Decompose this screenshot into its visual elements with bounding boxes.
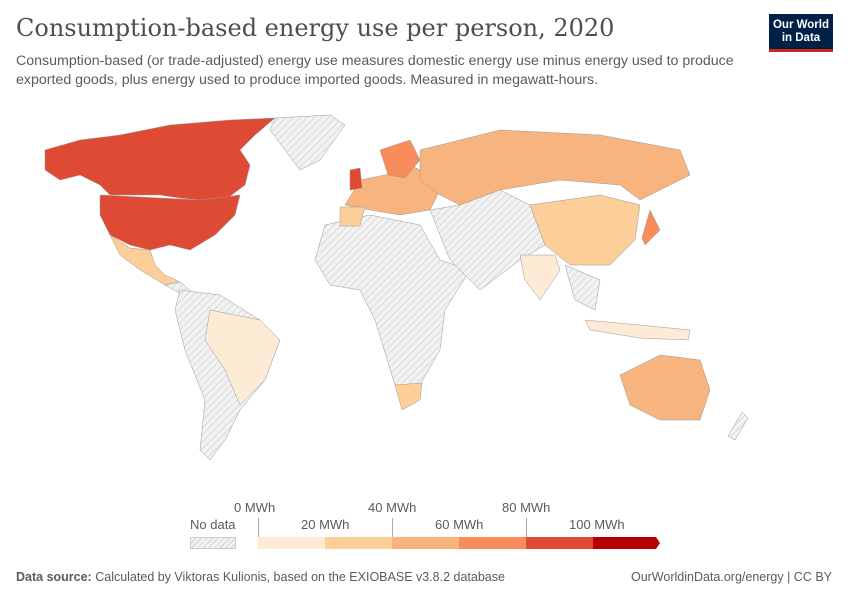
country-uk[interactable] — [349, 167, 363, 191]
legend-tick — [392, 518, 393, 537]
legend-tick-label: 100 MWh — [569, 517, 625, 532]
legend-tick — [258, 518, 259, 537]
legend-no-data-swatch — [190, 537, 236, 549]
source-label: Data source: — [16, 570, 92, 584]
legend-tick-label: 80 MWh — [502, 500, 551, 515]
owid-logo[interactable]: Our World in Data — [769, 14, 833, 52]
country-mexico[interactable] — [109, 234, 181, 286]
country-se-asia[interactable] — [564, 264, 601, 311]
subtitle: Consumption-based (or trade-adjusted) en… — [16, 53, 734, 88]
legend-tick — [526, 518, 527, 537]
footer-right: OurWorldinData.org/energy | CC BY — [631, 570, 832, 584]
world-map[interactable] — [0, 110, 850, 500]
legend-bin-0 — [258, 537, 325, 549]
legend-bin-5 — [593, 537, 660, 549]
legend-bin-4 — [526, 537, 593, 549]
country-canada[interactable] — [44, 117, 276, 201]
page-title: Consumption-based energy use per person,… — [16, 14, 615, 42]
country-australia[interactable] — [619, 354, 711, 421]
country-india[interactable] — [519, 254, 561, 301]
legend-bin-1 — [325, 537, 392, 549]
country-south-africa[interactable] — [394, 382, 423, 411]
license: | CC BY — [787, 570, 832, 584]
country-iberia[interactable] — [339, 206, 366, 227]
legend-bin-3 — [459, 537, 526, 549]
country-greenland[interactable] — [269, 114, 346, 171]
country-indonesia[interactable] — [584, 319, 691, 341]
country-brazil[interactable] — [204, 309, 281, 406]
country-scandinavia[interactable] — [379, 139, 421, 179]
legend-tick-label: 40 MWh — [368, 500, 417, 515]
country-japan[interactable] — [641, 209, 661, 246]
source-text: Calculated by Viktoras Kulionis, based o… — [95, 570, 505, 584]
country-usa[interactable] — [99, 194, 241, 251]
country-new-zealand[interactable] — [727, 411, 749, 441]
legend-tick-label: 20 MWh — [301, 517, 350, 532]
country-africa[interactable] — [314, 214, 471, 386]
legend-no-data-label: No data — [190, 517, 236, 532]
legend-bin-2 — [392, 537, 459, 549]
country-russia[interactable] — [419, 129, 691, 206]
legend-tick-label: 60 MWh — [435, 517, 484, 532]
country-china[interactable] — [529, 194, 641, 266]
owid-link[interactable]: OurWorldinData.org/energy — [630, 570, 784, 584]
legend-tick-label: 0 MWh — [234, 500, 276, 515]
source-note: Data source: Calculated by Viktoras Kuli… — [16, 570, 505, 584]
